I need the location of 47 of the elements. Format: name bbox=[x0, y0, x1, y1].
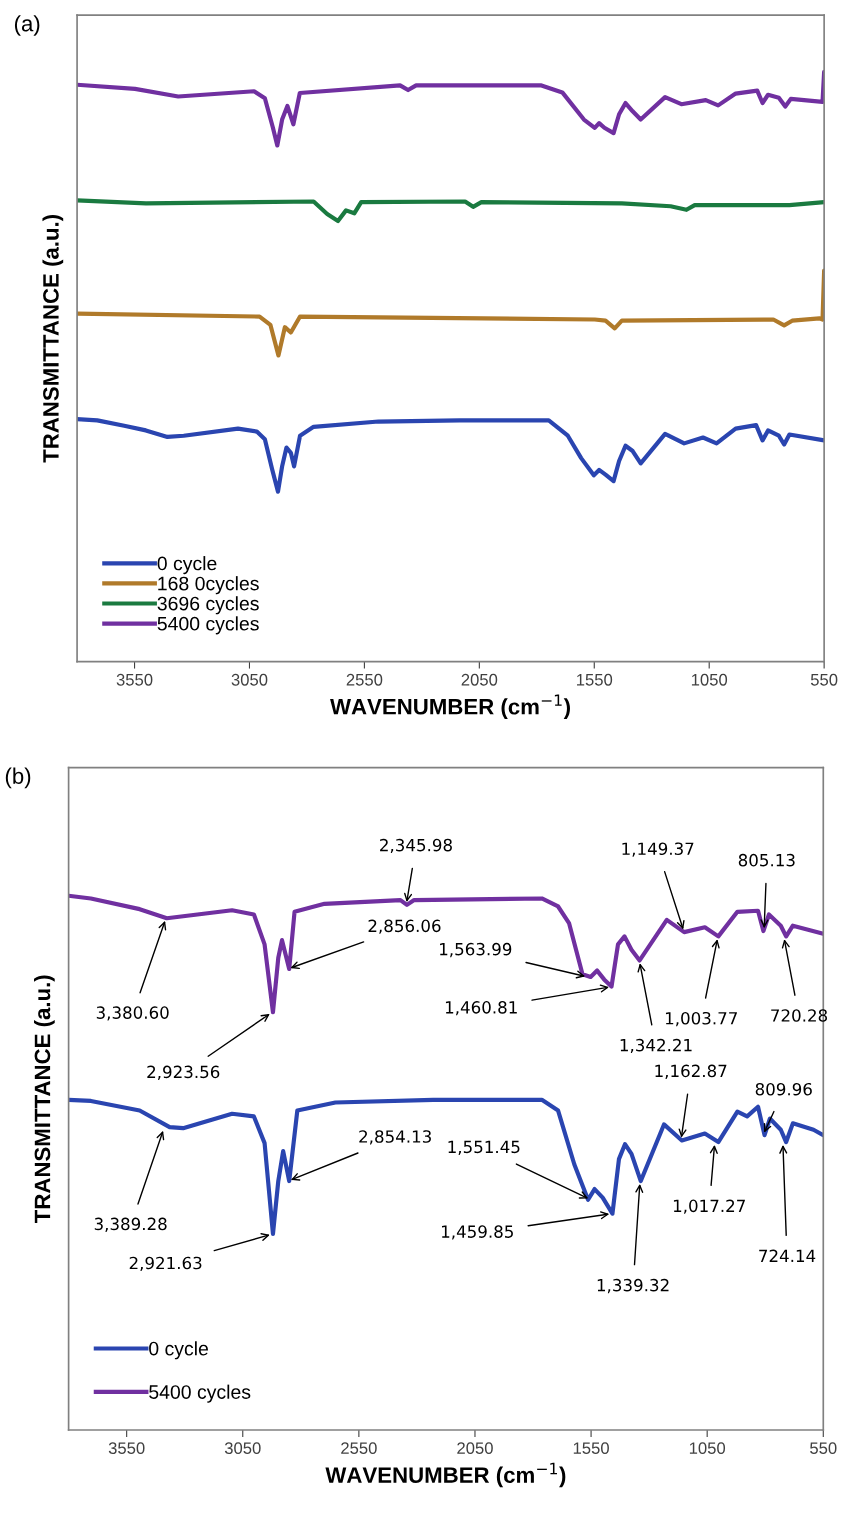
legend-label: 5400 cycles bbox=[149, 1384, 251, 1403]
x-tick-label: 2550 bbox=[346, 673, 383, 686]
x-tick-label: 1550 bbox=[577, 673, 613, 686]
annotation: 1,149.37 bbox=[622, 842, 694, 857]
x-tick-label: 1550 bbox=[573, 1442, 609, 1455]
x-axis-title: WAVENUMBER (cm$^{−1}$) bbox=[330, 694, 570, 719]
annotation: 2,854.13 bbox=[359, 1130, 431, 1145]
x-tick-label: 550 bbox=[810, 1442, 837, 1455]
x-tick-label: 2050 bbox=[461, 673, 498, 686]
annotation: 1,563.99 bbox=[440, 942, 512, 958]
x-tick-label: 1050 bbox=[689, 1442, 726, 1455]
annotation: 3,389.28 bbox=[94, 1217, 167, 1232]
annotation: 1,017.27 bbox=[673, 1199, 745, 1214]
legend-label: 0 cycle bbox=[149, 1341, 208, 1360]
annotation: 1,342.21 bbox=[620, 1038, 692, 1054]
x-tick-label: 3550 bbox=[116, 673, 153, 686]
chart-title: (b) bbox=[5, 767, 31, 789]
x-tick-label: 2550 bbox=[341, 1442, 377, 1455]
x-tick-label: 3050 bbox=[231, 673, 268, 686]
annotation: 805.13 bbox=[738, 853, 795, 867]
legend-label: 3696 cycles bbox=[157, 596, 259, 615]
x-tick-label: 3550 bbox=[108, 1442, 145, 1455]
annotation: 724.14 bbox=[759, 1249, 816, 1262]
annotation: 1,339.32 bbox=[597, 1278, 669, 1294]
annotation: 809.96 bbox=[755, 1082, 812, 1096]
x-tick-label: 1050 bbox=[691, 673, 728, 686]
y-axis-title: TRANSMITTANCE (a.u.) bbox=[34, 975, 55, 1224]
annotation: 2,923.56 bbox=[147, 1065, 220, 1080]
annotation: 3,380.60 bbox=[96, 1006, 169, 1021]
x-tick-label: 3050 bbox=[224, 1442, 261, 1455]
annotation: 1,003.77 bbox=[665, 1011, 737, 1027]
annotation: 1,162.87 bbox=[655, 1064, 727, 1079]
legend-label: 5400 cycles bbox=[157, 616, 259, 635]
annotation: 720.28 bbox=[771, 1009, 828, 1022]
legend-label: 168 0cycles bbox=[158, 576, 259, 595]
annotation: 2,921.63 bbox=[129, 1256, 202, 1272]
chart-title: (a) bbox=[14, 15, 40, 36]
x-axis-title: WAVENUMBER (cm$^{−1}$) bbox=[325, 1462, 566, 1488]
annotation: 1,459.85 bbox=[442, 1225, 513, 1240]
x-tick-label: 550 bbox=[810, 673, 838, 686]
annotation: 2,856.06 bbox=[368, 919, 441, 934]
y-axis-title: TRANSMITTANCE (a.u.) bbox=[42, 215, 64, 463]
annotation: 1,551.45 bbox=[448, 1140, 520, 1155]
annotation: 2,345.98 bbox=[380, 838, 452, 854]
annotation: 1,460.81 bbox=[445, 1001, 517, 1016]
x-tick-label: 2050 bbox=[457, 1442, 493, 1455]
legend-label: 0 cycle bbox=[157, 556, 217, 575]
